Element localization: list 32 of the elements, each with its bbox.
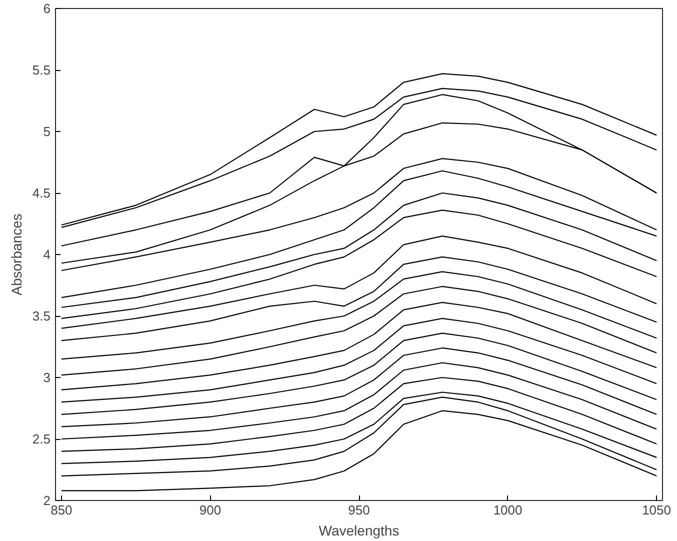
y-tick-label: 4 [43, 247, 51, 262]
line-series [60, 271, 658, 360]
line-series [60, 302, 658, 390]
x-tick-label: 850 [50, 502, 72, 518]
line-series [60, 392, 658, 464]
x-axis-title: Wavelengths [318, 522, 400, 538]
line-series [60, 410, 658, 492]
y-tick-label: 2 [43, 493, 51, 508]
y-tick-label: 3 [43, 370, 51, 385]
line-series [60, 332, 658, 415]
line-series [60, 158, 658, 272]
x-tick-label: 950 [348, 502, 370, 518]
line-series [60, 256, 658, 342]
y-tick-label: 3.5 [32, 308, 51, 324]
line-series [60, 210, 658, 320]
y-tick-label: 6 [43, 1, 51, 16]
line-series [60, 376, 658, 452]
y-tick-label: 5 [43, 124, 51, 139]
y-axis-title: Absorbances [8, 214, 24, 296]
y-tick-label: 2.5 [32, 432, 51, 446]
line-series [60, 170, 658, 298]
line-series [60, 236, 658, 329]
line-series [60, 318, 658, 403]
y-tick-label: 4.5 [32, 186, 51, 200]
x-tick-label: 1000 [493, 502, 522, 518]
x-tick-label: 1050 [642, 502, 672, 518]
line-series [60, 286, 658, 376]
line-series [60, 192, 658, 308]
line-series [60, 396, 658, 476]
x-tick-label: 900 [199, 502, 222, 518]
line-series [60, 347, 658, 428]
y-tick-label: 5.5 [32, 62, 51, 78]
